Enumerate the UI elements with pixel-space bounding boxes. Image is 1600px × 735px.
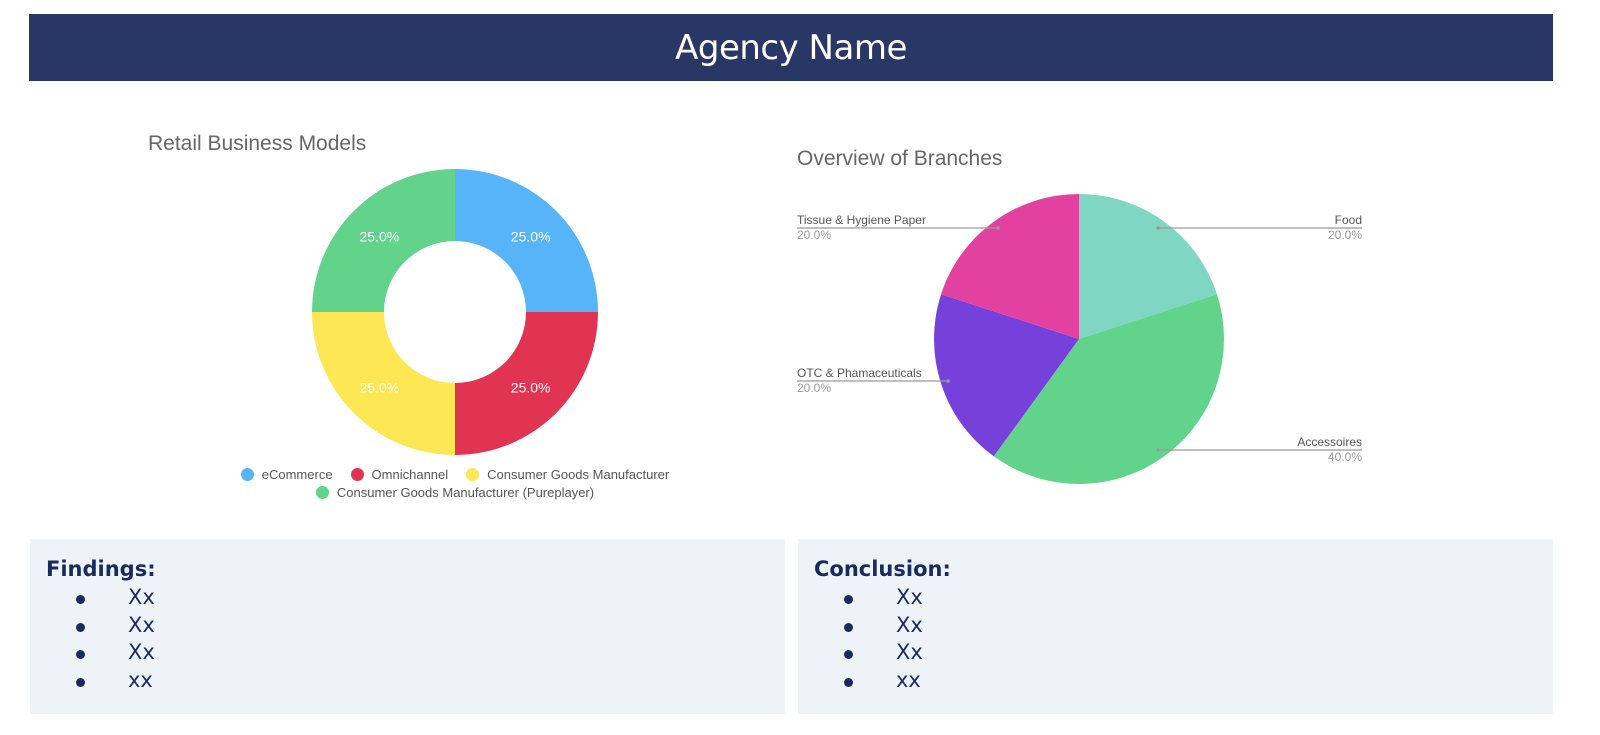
legend-label: Omnichannel xyxy=(371,466,449,482)
findings-item-text: xx xyxy=(128,667,153,692)
pie-data-label: 20.0% xyxy=(797,381,831,395)
bullet-icon xyxy=(76,595,85,604)
pie-leader-dot xyxy=(1156,448,1160,452)
findings-item-text: Xx xyxy=(128,585,155,609)
pie-leader-dot xyxy=(946,379,950,383)
legend-label: eCommerce xyxy=(261,466,333,482)
legend-label: Consumer Goods Manufacturer (Pureplayer) xyxy=(336,484,595,500)
donut-chart-title: Retail Business Models xyxy=(148,132,367,155)
legend-item-ecommerce: eCommerce xyxy=(240,466,333,482)
pie-slice-food xyxy=(1079,194,1217,339)
legend-item-omnichannel: Omnichannel xyxy=(350,466,449,482)
legend-item-consumer-goods-manufacturer: Consumer Goods Manufacturer xyxy=(466,467,669,482)
bullet-icon xyxy=(844,622,853,632)
conclusion-item-text: Xx xyxy=(896,612,923,637)
bullet-icon xyxy=(76,650,85,659)
pie-leader-dot xyxy=(996,226,1000,230)
pie-slice-tissue-hygiene-paper xyxy=(941,194,1079,339)
conclusion-panel: Conclusion: Xx Xx Xx xx xyxy=(798,539,1553,714)
donut-slice-consumer-goods-manufacturer-pureplayer xyxy=(312,169,455,312)
conclusion-item-text: Xx xyxy=(896,585,923,609)
bullet-icon xyxy=(844,595,853,604)
pie-data-label: 20.0% xyxy=(797,228,831,242)
donut-data-label: 25.0% xyxy=(359,380,399,396)
findings-title: Findings: xyxy=(46,557,156,581)
pie-chart-title: Overview of Branches xyxy=(797,147,1003,170)
conclusion-item-text: Xx xyxy=(896,640,923,664)
donut-data-label: 25.0% xyxy=(359,228,399,244)
pie-category-label: Food xyxy=(1335,213,1362,227)
donut-slice-ecommerce xyxy=(455,169,598,312)
legend-label: Consumer Goods Manufacturer xyxy=(487,466,670,482)
legend-item-consumer-goods-manufacturer-pureplayer: Consumer Goods Manufacturer (Pureplayer) xyxy=(315,484,595,500)
donut-legend: eCommerce Omnichannel Consumer Goods Manuf… xyxy=(180,465,730,501)
pie-leader-dot xyxy=(1156,226,1160,230)
pie-category-label: Accessoires xyxy=(1297,435,1362,449)
pie-slice-otc-phamaceuticals xyxy=(934,294,1079,457)
bullet-icon xyxy=(76,677,85,687)
pie-category-label: Tissue & Hygiene Paper xyxy=(797,213,926,227)
conclusion-item-text: xx xyxy=(896,667,921,692)
pie-category-label: OTC & Phamaceuticals xyxy=(797,366,922,380)
donut-slice-omnichannel xyxy=(455,312,598,455)
conclusion-title: Conclusion: xyxy=(814,557,951,581)
donut-data-label: 25.0% xyxy=(511,228,551,244)
findings-item-text: Xx xyxy=(128,640,155,664)
legend-dot-icon xyxy=(466,467,480,481)
findings-panel: Findings: Xx Xx Xx xx xyxy=(30,539,785,714)
donut-slice-consumer-goods-manufacturer xyxy=(312,312,455,455)
donut-data-label: 25.0% xyxy=(511,380,551,396)
agency-name-title: Agency Name xyxy=(675,27,907,68)
pie-slice-accessoires xyxy=(993,294,1224,485)
header-bar: Agency Name xyxy=(29,14,1553,81)
pie-data-label: 20.0% xyxy=(1328,228,1362,242)
bullet-icon xyxy=(844,650,853,659)
pie-data-label: 40.0% xyxy=(1328,450,1362,464)
legend-dot-icon xyxy=(315,485,329,499)
legend-dot-icon xyxy=(350,467,364,481)
legend-dot-icon xyxy=(240,467,254,481)
findings-item-text: Xx xyxy=(128,612,155,637)
bullet-icon xyxy=(76,622,85,632)
bullet-icon xyxy=(844,677,853,687)
